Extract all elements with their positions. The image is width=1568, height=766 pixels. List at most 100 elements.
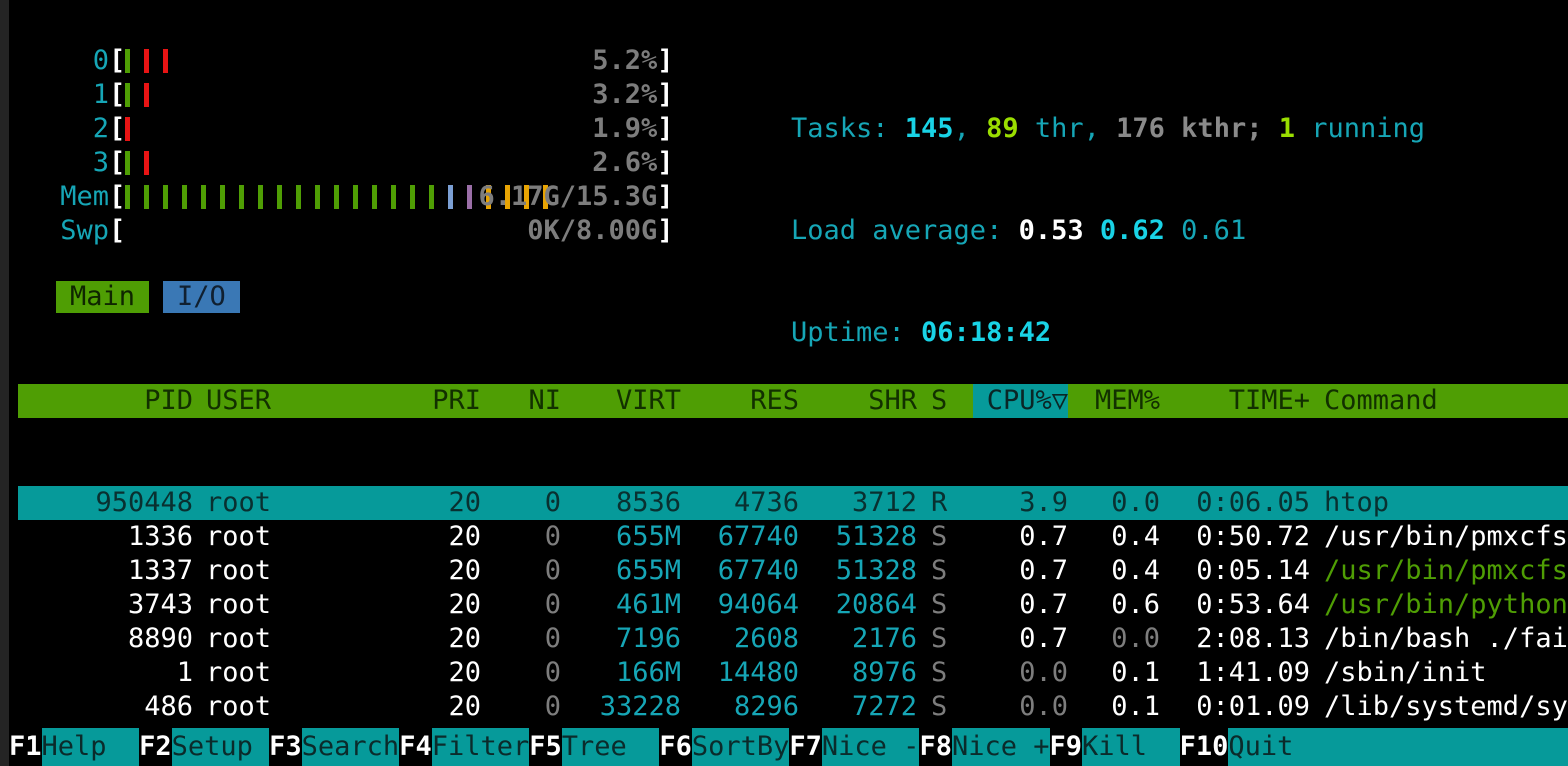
- tab-i-o[interactable]: I/O: [163, 281, 240, 313]
- fn-key-f8[interactable]: F8: [919, 728, 952, 766]
- fn-label-sortby[interactable]: SortBy: [691, 728, 790, 766]
- thread-label: thr,: [1018, 113, 1117, 144]
- column-header-shr[interactable]: SHR: [868, 385, 917, 416]
- load-15min-value: 0.61: [1181, 215, 1247, 246]
- cell-time: 0:53.64: [1196, 589, 1310, 620]
- column-header-ni[interactable]: NI: [528, 385, 561, 416]
- cell-pri: 20: [448, 487, 481, 518]
- cpu-meter-1-label: 1: [92, 79, 109, 110]
- cell-s: S: [931, 555, 948, 586]
- tab-main[interactable]: Main: [56, 281, 150, 313]
- memory-meter-gauge: 6.17G/15.3G: [125, 180, 657, 214]
- fn-key-f4[interactable]: F4: [399, 728, 432, 766]
- tasks-total-value: 145: [904, 113, 954, 144]
- table-row[interactable]: 3743 root 20 0 461M 94064 20864 S 0.7 0.6 0:53.64 /…: [18, 588, 1568, 622]
- cell-pri: 20: [448, 555, 481, 586]
- load-space-1: [1084, 215, 1100, 246]
- fn-key-f1[interactable]: F1: [9, 728, 42, 766]
- cpu-meter-0-bar: [125, 49, 131, 73]
- cell-pid: 950448: [95, 487, 193, 518]
- fn-key-f3[interactable]: F3: [269, 728, 302, 766]
- swap-meter-label: Swp: [60, 215, 109, 246]
- load-space-2: [1165, 215, 1181, 246]
- table-row[interactable]: 1 root 20 0 166M 14480 8976 S 0.0 0.1 1:41.09/sbin…: [18, 656, 1568, 690]
- fn-label-help[interactable]: Help: [41, 728, 140, 766]
- screen-tab-bar[interactable]: Main I/O: [56, 281, 240, 313]
- fn-key-f2[interactable]: F2: [139, 728, 172, 766]
- fn-key-f6[interactable]: F6: [659, 728, 692, 766]
- fn-label-setup[interactable]: Setup: [171, 728, 270, 766]
- fn-label-filter[interactable]: Filter: [431, 728, 530, 766]
- cpu-meter-0-close-bracket: ]: [657, 45, 674, 76]
- cell-cpu: 0.7: [1019, 555, 1068, 586]
- swap-meter-open-bracket: [: [109, 215, 126, 246]
- cell-ni: 0: [544, 623, 561, 654]
- fn-key-f10[interactable]: F10: [1179, 728, 1229, 766]
- cpu-meter-2-bar: [125, 117, 131, 141]
- memory-meter-bar: [144, 185, 150, 209]
- memory-meter-bar: [410, 185, 416, 209]
- fn-label-kill[interactable]: Kill: [1082, 728, 1180, 766]
- running-label: running: [1294, 113, 1426, 144]
- column-header-res[interactable]: RES: [750, 385, 799, 416]
- table-row[interactable]: 8890 root 20 0 7196 2608 2176 S 0.7 0.0 2:08.13/bi…: [18, 622, 1568, 656]
- cpu-meter-1-bar: [144, 83, 150, 107]
- cell-s: S: [931, 657, 948, 688]
- cell-command: htop: [1324, 487, 1390, 518]
- memory-meter-bar: [467, 185, 473, 209]
- memory-meter-bar: [220, 185, 226, 209]
- cell-user: root: [206, 555, 272, 586]
- column-header-virt[interactable]: VIRT: [615, 385, 681, 416]
- fn-key-f5[interactable]: F5: [529, 728, 562, 766]
- table-row[interactable]: 1336 root 20 0 655M 67740 51328 S 0.7 0.4 0:50.72 /…: [18, 520, 1568, 554]
- cell-command: /sbin/init: [1324, 657, 1487, 688]
- memory-meter-bar: [277, 185, 283, 209]
- cell-time: 0:06.05: [1196, 487, 1310, 518]
- cell-shr: 51328: [835, 555, 917, 586]
- column-header-cpu-percent[interactable]: CPU%▽: [973, 384, 1068, 418]
- cell-command: /usr/bin/pmxcfs: [1324, 555, 1568, 586]
- column-header-pri[interactable]: PRI: [432, 385, 481, 416]
- table-row[interactable]: 950448 root 20 0 8536 4736 3712 R 3.9 0.0 0:06.05 h…: [18, 486, 1568, 520]
- column-header-command[interactable]: Command: [1324, 385, 1438, 416]
- table-row[interactable]: 1337 root 20 0 655M 67740 51328 S 0.7 0.4 0:05.14 /…: [18, 554, 1568, 588]
- column-header-time[interactable]: TIME+: [1228, 385, 1310, 416]
- fn-label-nice-[interactable]: Nice -: [821, 728, 920, 766]
- fn-label-search[interactable]: Search: [301, 728, 400, 766]
- fn-key-f9[interactable]: F9: [1049, 728, 1083, 766]
- cell-s: R: [931, 487, 948, 518]
- cell-mem: 0.4: [1111, 555, 1160, 586]
- fn-label-quit[interactable]: Quit: [1228, 728, 1294, 766]
- cell-user: root: [206, 623, 272, 654]
- cell-pri: 20: [448, 589, 481, 620]
- function-key-bar[interactable]: F1Help F2Setup F3SearchF4FilterF5Tree F6…: [9, 728, 1568, 766]
- column-header-mem-percent[interactable]: MEM%: [1094, 385, 1160, 416]
- process-table-header[interactable]: PID USER PRI NI VIRT RES SHR S CPU%▽ MEM% TIME+ Com…: [18, 384, 1568, 418]
- column-header-pid[interactable]: PID: [144, 385, 193, 416]
- cell-user: root: [206, 521, 272, 552]
- fn-label-nice-[interactable]: Nice +: [951, 728, 1050, 766]
- table-row[interactable]: 486 root 20 0 33228 8296 7272 S 0.0 0.1 0:01.09/li…: [18, 690, 1568, 724]
- memory-meter-bar: [239, 185, 245, 209]
- swap-meter: Swp[0K/8.00G]: [9, 214, 673, 248]
- cell-res: 67740: [717, 521, 799, 552]
- column-header-user[interactable]: USER: [206, 385, 272, 416]
- cell-mem: 0.4: [1111, 521, 1160, 552]
- meters-panel: 0[5.2%] 1[3.2%] 2[1.9%] 3[2.6%] Mem[6.17G/15…: [9, 44, 674, 248]
- cell-pri: 20: [448, 657, 481, 688]
- cell-s: S: [931, 691, 948, 722]
- cell-res: 14480: [717, 657, 799, 688]
- tasks-line: Tasks: 145, 89 thr, 176 kthr; 1 running: [791, 112, 1425, 146]
- load-5min-value: 0.62: [1099, 215, 1165, 246]
- fn-key-f7[interactable]: F7: [789, 728, 822, 766]
- cpu-meter-3: 3[2.6%]: [9, 146, 674, 180]
- cpu-meter-3-bar: [144, 151, 150, 175]
- memory-meter-close-bracket: ]: [657, 181, 674, 212]
- memory-meter-bar: [486, 185, 492, 209]
- cell-pid: 1336: [127, 521, 193, 552]
- cell-pid: 3743: [127, 589, 193, 620]
- column-header-state[interactable]: S: [931, 385, 948, 416]
- cpu-meter-0-bar: [144, 49, 150, 73]
- fn-label-tree[interactable]: Tree: [561, 728, 660, 766]
